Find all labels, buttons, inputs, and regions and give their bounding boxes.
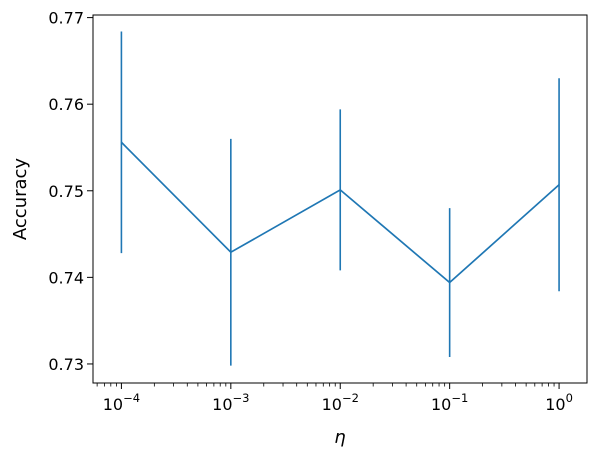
series-line	[120, 141, 560, 284]
y-tick-label: 0.77	[48, 9, 84, 28]
x-tick-label: 10−2	[322, 391, 359, 414]
y-axis-ticks: 0.73 0.74 0.75 0.76 0.77	[48, 9, 93, 374]
x-tick-label: 10−3	[212, 391, 249, 414]
y-tick-label: 0.75	[48, 182, 84, 201]
x-tick-label: 10−4	[103, 391, 140, 414]
x-axis-ticks: 10−4 10−3 10−2 10−1 100	[96, 383, 573, 414]
x-tick-label: 10−1	[431, 391, 468, 414]
series-layer	[120, 31, 560, 366]
y-tick-label: 0.76	[48, 95, 84, 114]
y-axis-label: Accuracy	[10, 158, 31, 241]
x-tick-label: 100	[545, 391, 573, 414]
y-tick-label: 0.74	[48, 268, 84, 287]
y-tick-label: 0.73	[48, 355, 84, 374]
x-axis-label: η	[334, 427, 345, 448]
